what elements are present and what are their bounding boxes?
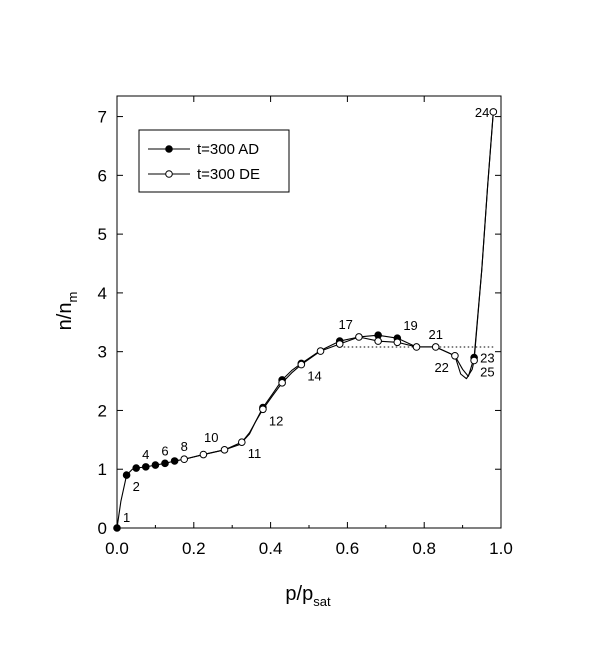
y-tick-label: 3	[98, 343, 107, 362]
y-tick-label: 2	[98, 401, 107, 420]
data-point-de-3	[220, 446, 229, 454]
x-tick-label: 0.2	[182, 539, 206, 558]
data-point-de-13	[412, 343, 421, 351]
y-axis-title-main: n/n	[54, 303, 76, 331]
point-label-11: 11	[248, 446, 261, 461]
y-axis-title: n/nm	[54, 292, 80, 331]
x-tick-label: 0.6	[336, 539, 360, 558]
data-point-de-7	[297, 360, 306, 369]
data-point-ad-3	[132, 464, 140, 472]
data-point-ad-7	[170, 457, 179, 465]
data-point-de-4	[238, 438, 246, 446]
point-label-8: 8	[181, 439, 188, 454]
legend-box	[138, 129, 290, 193]
legend: t=300 AD t=300 DE	[138, 129, 290, 193]
data-point-de-1	[180, 455, 188, 464]
x-tick-label: 0.0	[105, 539, 129, 558]
x-axis-title: p/psat	[285, 583, 331, 609]
series-line-ad	[116, 111, 494, 529]
point-label-24: 24	[475, 105, 489, 120]
data-point-de-9	[335, 340, 344, 348]
legend-label-ad: t=300 AD	[197, 141, 259, 158]
data-point-de-5	[259, 405, 267, 414]
data-point-de-12	[393, 338, 402, 347]
y-tick-label: 5	[98, 225, 107, 244]
point-label-22: 22	[434, 360, 448, 375]
legend-label-de: t=300 DE	[197, 166, 260, 183]
legend-marker-ad	[165, 145, 173, 153]
point-label-4: 4	[142, 447, 149, 462]
point-label-6: 6	[161, 443, 168, 458]
y-tick-label: 4	[98, 284, 107, 303]
data-point-de-6	[278, 379, 286, 387]
point-label-2: 2	[133, 479, 140, 494]
data-point-ad-6	[161, 459, 169, 468]
legend-marker-de	[165, 170, 173, 178]
data-point-ad-2	[122, 471, 131, 479]
x-axis-ticks: 0.0 0.2 0.4 0.6 0.8 1.0	[105, 96, 513, 558]
y-tick-label: 6	[98, 166, 107, 185]
x-tick-label: 1.0	[489, 539, 513, 558]
point-label-19: 19	[403, 318, 417, 333]
markers-layer	[113, 108, 498, 532]
point-label-17: 17	[338, 317, 352, 332]
point-label-25: 25	[480, 364, 494, 379]
data-point-de-15	[451, 351, 459, 360]
y-axis-title-subscript: m	[65, 292, 80, 303]
data-point-ad-4	[142, 463, 150, 471]
point-label-12: 12	[269, 413, 283, 428]
data-point-de-10	[355, 333, 363, 341]
data-point-de-8	[316, 347, 325, 355]
y-tick-label: 1	[98, 460, 107, 479]
x-axis-title-subscript: sat	[313, 594, 331, 609]
x-axis-title-main: p/p	[285, 583, 313, 605]
y-tick-label: 7	[98, 108, 107, 127]
data-point-de-11	[374, 337, 382, 345]
data-point-ad-5	[151, 461, 160, 469]
data-point-de-16	[470, 356, 478, 365]
point-label-21: 21	[428, 327, 442, 342]
x-tick-label: 0.8	[412, 539, 436, 558]
data-point-de-17	[489, 108, 498, 116]
point-label-1: 1	[123, 510, 130, 525]
y-tick-label: 0	[98, 519, 107, 538]
point-label-14: 14	[307, 369, 321, 384]
point-label-23: 23	[480, 351, 494, 366]
x-tick-label: 0.4	[259, 539, 283, 558]
point-label-10: 10	[204, 430, 218, 445]
data-point-de-2	[199, 450, 208, 459]
data-point-de-14	[431, 343, 440, 351]
